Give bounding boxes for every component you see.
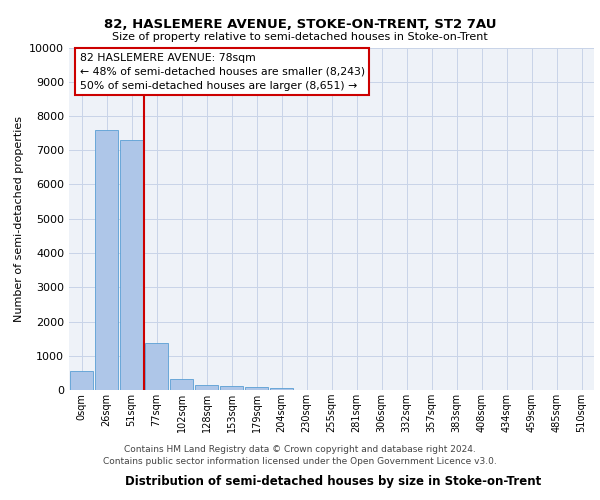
Bar (220, 386, 243, 390)
Bar (95, 130, 118, 390)
Text: Contains HM Land Registry data © Crown copyright and database right 2024.: Contains HM Land Registry data © Crown c… (124, 445, 476, 454)
Bar (120, 140, 143, 390)
Bar (195, 384, 218, 390)
Y-axis label: Number of semi-detached properties: Number of semi-detached properties (14, 116, 23, 322)
Bar (70, 371, 93, 390)
Text: Distribution of semi-detached houses by size in Stoke-on-Trent: Distribution of semi-detached houses by … (125, 474, 541, 488)
Bar (270, 388, 293, 390)
Bar (245, 387, 268, 390)
Text: 82 HASLEMERE AVENUE: 78sqm
← 48% of semi-detached houses are smaller (8,243)
50%: 82 HASLEMERE AVENUE: 78sqm ← 48% of semi… (79, 52, 365, 90)
Text: Contains public sector information licensed under the Open Government Licence v3: Contains public sector information licen… (103, 457, 497, 466)
Text: Size of property relative to semi-detached houses in Stoke-on-Trent: Size of property relative to semi-detach… (112, 32, 488, 42)
Bar (145, 343, 168, 390)
Text: 82, HASLEMERE AVENUE, STOKE-ON-TRENT, ST2 7AU: 82, HASLEMERE AVENUE, STOKE-ON-TRENT, ST… (104, 18, 496, 30)
Bar (170, 380, 193, 390)
